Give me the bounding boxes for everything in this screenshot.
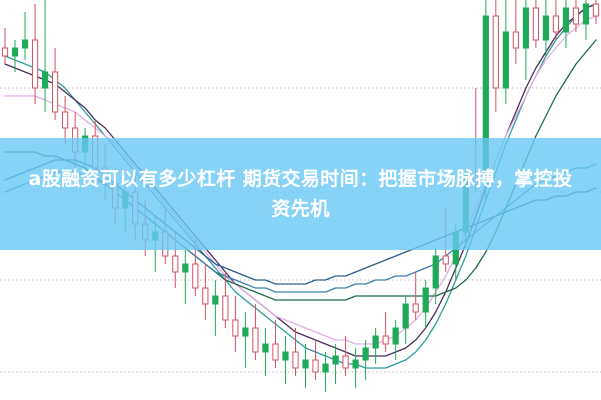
candlestick (182, 248, 189, 304)
candle-body (172, 255, 179, 273)
candlestick (252, 304, 259, 360)
candle-body (412, 303, 419, 313)
candle-body (342, 355, 349, 369)
candlestick (262, 328, 269, 376)
candle-body (232, 319, 239, 337)
candle-body (352, 359, 359, 369)
candlestick (31, 4, 39, 104)
candle-body (552, 15, 560, 33)
candle-body (322, 363, 329, 373)
candle-body (292, 351, 299, 369)
candle-body (302, 359, 309, 369)
candlestick (282, 336, 289, 384)
candlestick (312, 340, 319, 380)
candlestick (582, 0, 590, 40)
candlestick (542, 0, 550, 56)
candlestick (412, 272, 419, 320)
candle-body (212, 295, 219, 305)
candlestick (41, 0, 49, 112)
candle-body (432, 255, 439, 289)
candlestick (432, 248, 439, 304)
candle-body (382, 335, 389, 345)
candlestick (362, 340, 369, 380)
candle-body (222, 295, 229, 321)
candle-body (442, 255, 449, 265)
candlestick (572, 0, 580, 32)
candle-body (362, 347, 369, 361)
candlestick (232, 296, 239, 352)
candle-body (182, 263, 189, 273)
candlestick (502, 0, 509, 104)
candlestick (342, 336, 349, 376)
candlestick (222, 272, 229, 328)
candle-body (51, 71, 59, 113)
candlestick (332, 344, 339, 384)
candle-body (542, 15, 550, 41)
candle-body (21, 39, 29, 49)
candlestick (562, 0, 570, 48)
candlestick (292, 328, 299, 376)
candlestick (202, 264, 209, 320)
candle-body (332, 355, 339, 365)
candle-body (422, 287, 429, 313)
candle-body (402, 303, 409, 329)
candle-body (31, 39, 39, 89)
candlestick (392, 320, 399, 360)
candle-body (1, 47, 9, 57)
candle-body (522, 7, 529, 49)
candle-body (512, 31, 519, 49)
candlestick (532, 0, 539, 48)
candle-body (252, 327, 259, 353)
candle-body (192, 263, 199, 289)
candlestick (352, 348, 359, 388)
candlestick (272, 320, 279, 368)
candlestick (512, 0, 519, 64)
candle-body (392, 327, 399, 345)
candle-body (62, 111, 69, 129)
candlestick (382, 312, 389, 352)
candle-body (492, 15, 499, 89)
candle-body (502, 31, 509, 89)
candle-body (312, 359, 319, 373)
candle-body (582, 3, 590, 25)
candle-body (572, 7, 580, 25)
candlestick (62, 96, 69, 144)
candle-body (41, 71, 49, 89)
candlestick (522, 0, 529, 80)
headline-text: a股融资可以有多少杠杆 期货交易时间：把握市场脉搏，掌控投资先机 (28, 168, 573, 220)
candlestick (492, 0, 499, 112)
candle-body (562, 7, 570, 33)
candlestick (242, 312, 249, 368)
candlestick (372, 328, 379, 364)
candlestick (302, 344, 309, 388)
candle-body (592, 3, 600, 17)
candle-body (372, 335, 379, 349)
candle-body (272, 343, 279, 361)
candlestick (11, 40, 19, 72)
candlestick (592, 0, 600, 24)
candle-body (532, 7, 539, 41)
candlestick (21, 12, 29, 60)
candlestick (1, 28, 9, 64)
candlestick (402, 296, 409, 344)
candle-body (202, 287, 209, 305)
candlestick (322, 352, 329, 392)
candle-body (262, 343, 269, 353)
headline-banner: a股融资可以有多少杠杆 期货交易时间：把握市场脉搏，掌控投资先机 (0, 138, 601, 250)
candle-body (242, 327, 249, 337)
candlestick (422, 280, 429, 328)
candlestick (51, 48, 59, 120)
candlestick (552, 0, 560, 40)
candlestick (212, 280, 219, 336)
candle-body (11, 47, 19, 57)
candle-body (282, 351, 289, 361)
